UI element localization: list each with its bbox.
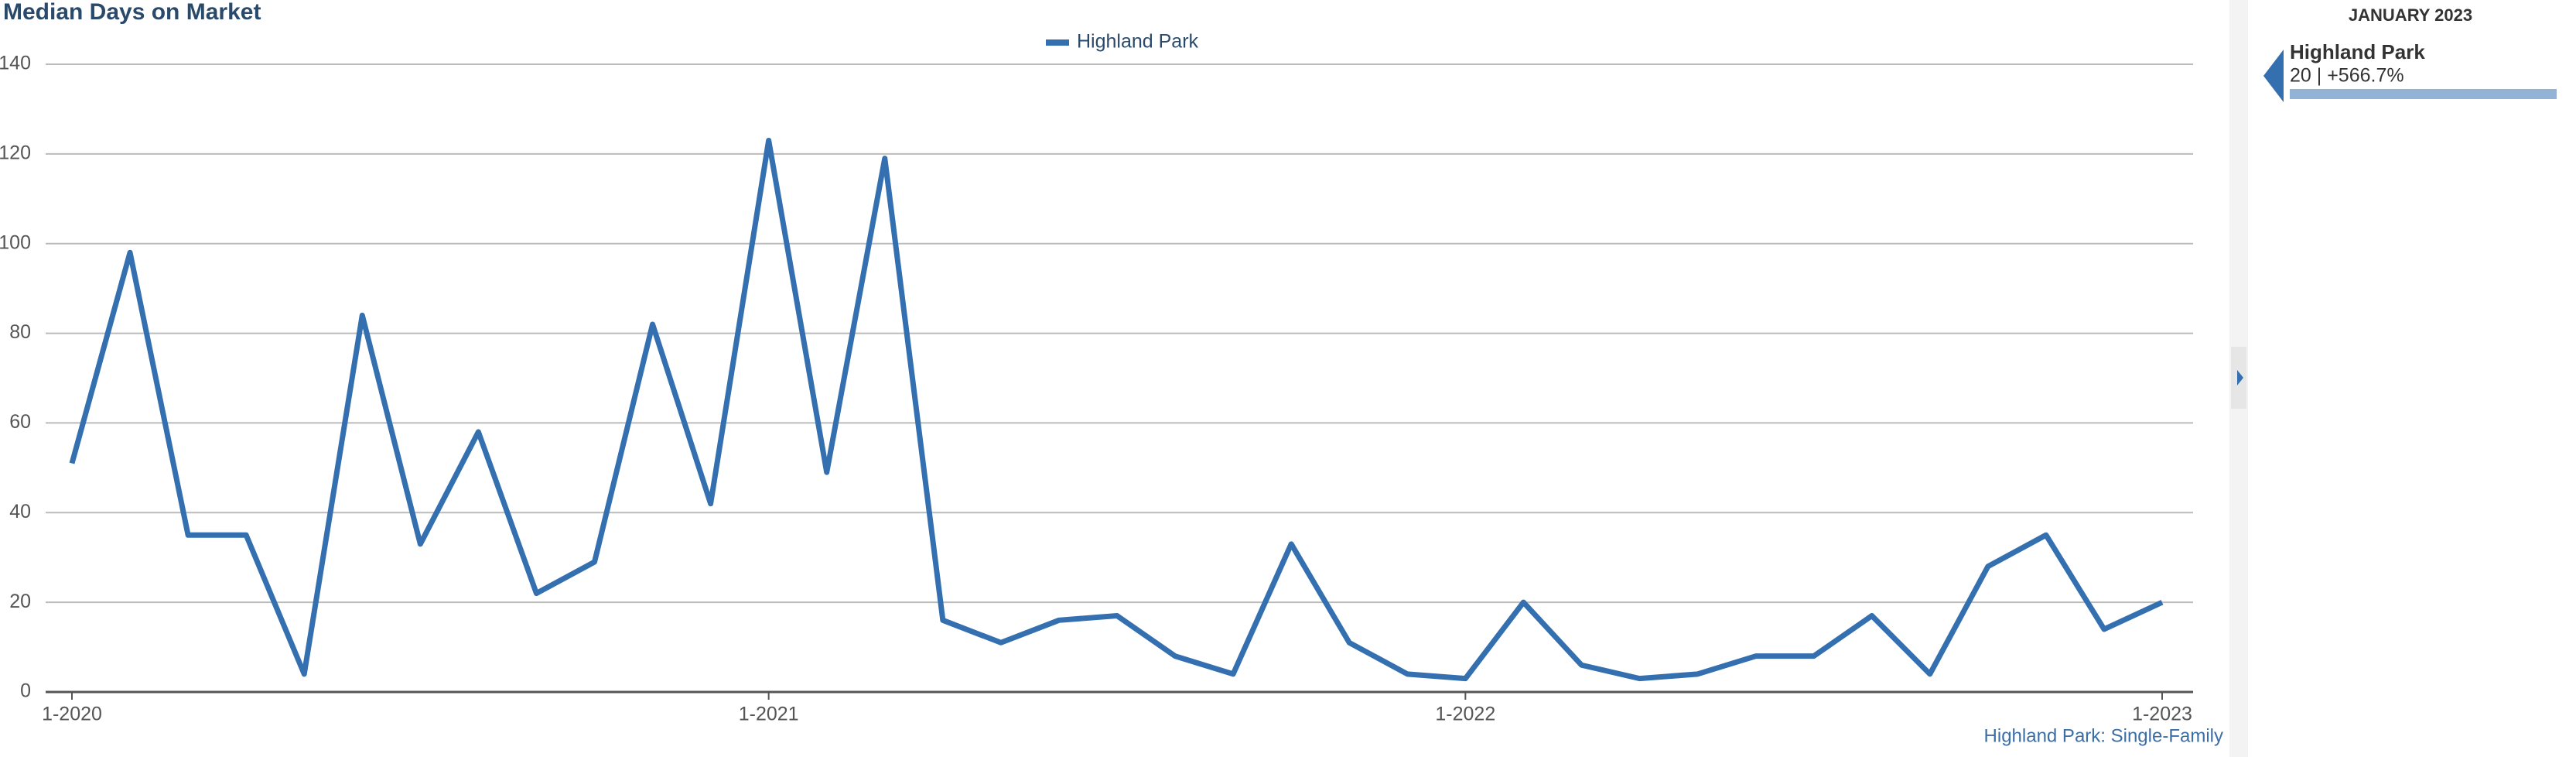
y-tick-label: 60	[9, 411, 31, 433]
legend-label: Highland Park	[1077, 31, 1199, 53]
series-line	[69, 137, 2164, 682]
sidebar-value: 20 | +566.7%	[2290, 65, 2404, 87]
x-tick-label: 1-2020	[42, 704, 102, 725]
sidebar-period: JANUARY 2023	[2349, 5, 2472, 25]
x-tick-label: 1-2023	[2132, 704, 2192, 725]
legend-swatch	[1046, 39, 1069, 46]
sidebar-bar	[2290, 89, 2557, 99]
chart-note: Highland Park: Single-Family	[1984, 725, 2223, 746]
sidebar-pointer	[2263, 50, 2284, 102]
y-tick-label: 20	[9, 591, 31, 612]
x-tick-label: 1-2021	[739, 704, 799, 725]
toggle-arrow	[2237, 370, 2243, 385]
y-tick-label: 0	[20, 680, 31, 702]
y-tick-label: 140	[0, 53, 31, 74]
y-tick-label: 100	[0, 231, 31, 253]
sidebar-name: Highland Park	[2290, 40, 2425, 63]
x-tick-label: 1-2022	[1435, 704, 1495, 725]
chart-title: Median Days on Market	[3, 0, 261, 25]
y-tick-label: 80	[9, 321, 31, 343]
y-tick-label: 40	[9, 501, 31, 522]
y-tick-label: 120	[0, 142, 31, 163]
